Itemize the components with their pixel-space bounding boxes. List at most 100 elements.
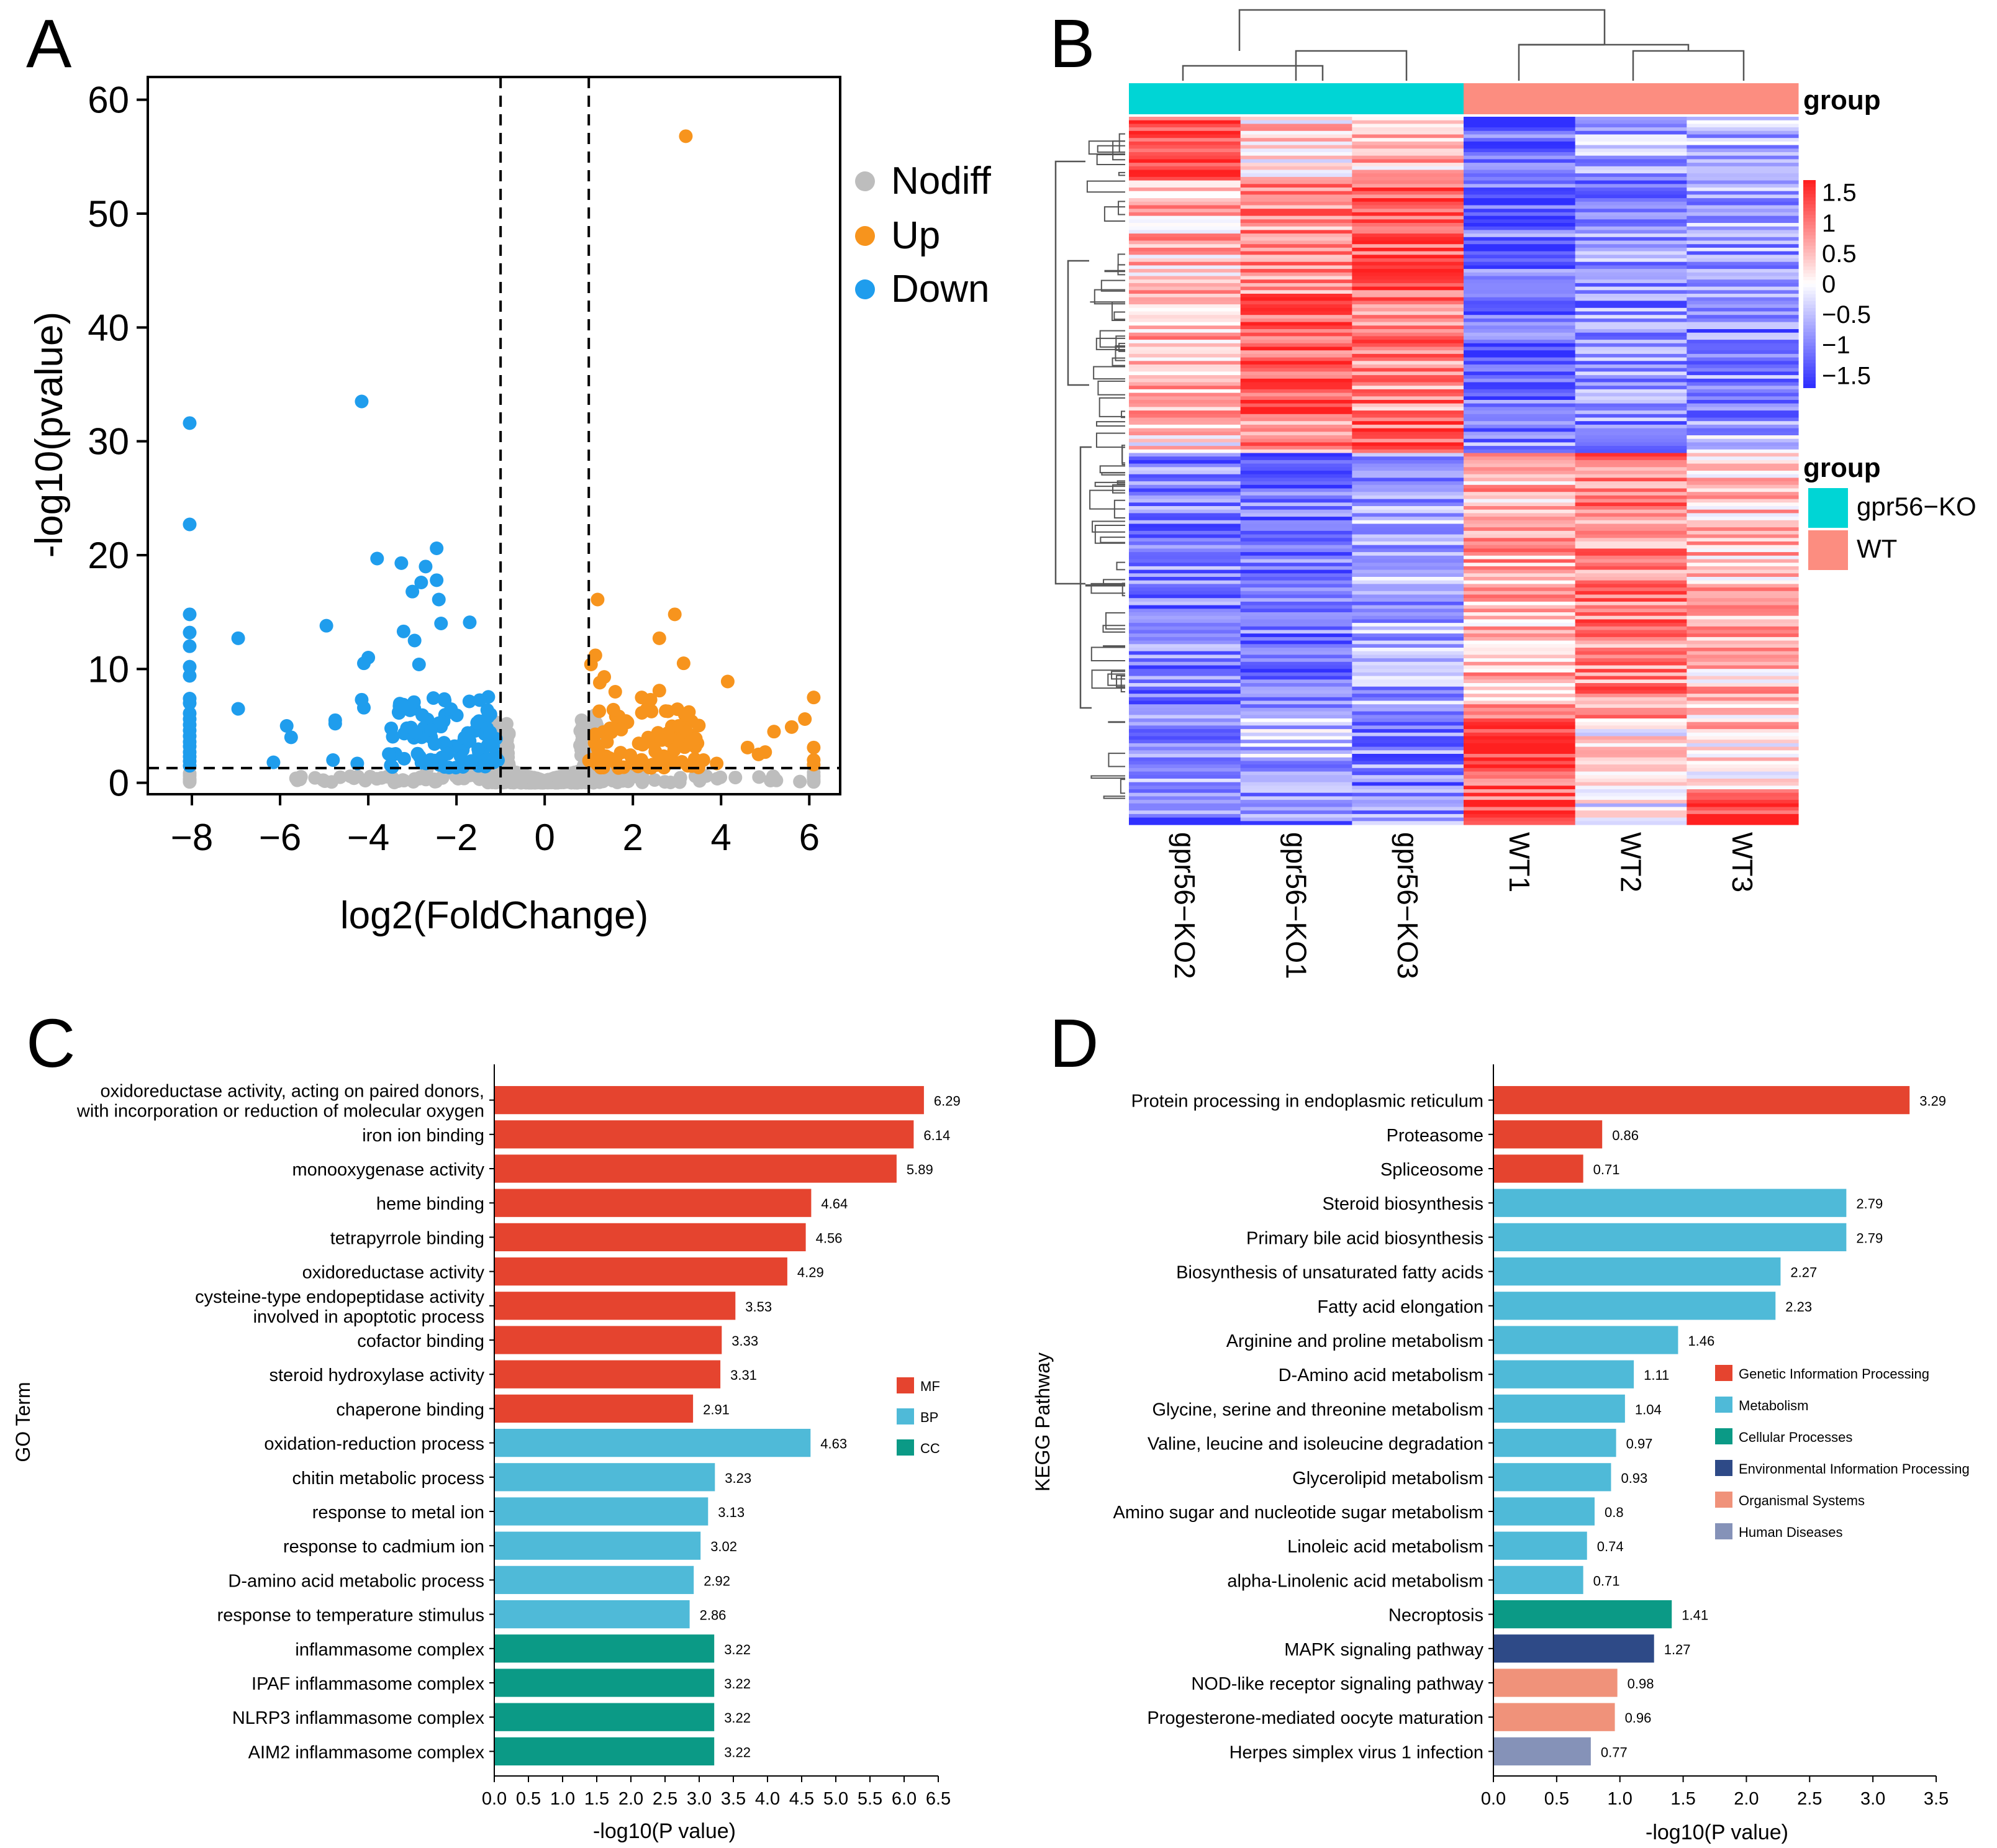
- heatmap-cell: [1129, 209, 1241, 213]
- heatmap-cell: [1240, 194, 1352, 199]
- heatmap-cell: [1464, 778, 1576, 783]
- heatmap-cell: [1240, 609, 1352, 613]
- heatmap-cell: [1129, 559, 1241, 563]
- heatmap-cell: [1240, 541, 1352, 546]
- row-dendrogram-branch: [1121, 582, 1125, 597]
- heatmap-cell: [1129, 478, 1241, 482]
- heatmap-cell: [1129, 789, 1241, 794]
- panel-letter-c: C: [26, 1005, 75, 1082]
- heatmap-cell: [1352, 130, 1464, 135]
- heatmap-cell: [1575, 715, 1687, 719]
- heatmap-cell: [1129, 545, 1241, 549]
- heatmap-cell: [1352, 803, 1464, 808]
- heatmap-cell: [1129, 707, 1241, 712]
- heatmap-cell: [1240, 336, 1352, 340]
- heatmap-cell: [1240, 633, 1352, 638]
- heatmap-cell: [1464, 591, 1576, 596]
- group-legend-ko-label: gpr56−KO: [1857, 492, 1977, 521]
- heatmap-cell: [1129, 584, 1241, 588]
- kegg-bar-value: 1.11: [1644, 1367, 1669, 1383]
- heatmap-cell: [1352, 704, 1464, 709]
- heatmap-cell: [1352, 365, 1464, 369]
- heatmap-cell: [1464, 729, 1576, 733]
- heatmap-cell: [1240, 184, 1352, 188]
- heatmap-cell: [1464, 768, 1576, 772]
- heatmap-cell: [1129, 619, 1241, 623]
- heatmap-cell: [1352, 615, 1464, 620]
- heatmap-cell: [1129, 318, 1241, 323]
- heatmap-cell: [1352, 694, 1464, 698]
- kegg-legend-swatch: [1715, 1492, 1732, 1508]
- heatmap-cell: [1352, 307, 1464, 312]
- heatmap-cell: [1240, 569, 1352, 574]
- heatmap-cell: [1129, 240, 1241, 245]
- heatmap-cell: [1464, 810, 1576, 815]
- heatmap-cell: [1352, 286, 1464, 291]
- volcano-point-down: [382, 747, 396, 761]
- heatmap-cell: [1129, 520, 1241, 525]
- heatmap-cell: [1240, 396, 1352, 401]
- heatmap-cell: [1464, 686, 1576, 691]
- heatmap-cell: [1687, 410, 1799, 415]
- heatmap-cell: [1575, 141, 1687, 146]
- heatmap-cell: [1240, 704, 1352, 709]
- heatmap-cell: [1575, 623, 1687, 627]
- color-scale-segment: [1803, 207, 1816, 212]
- heatmap-cell: [1575, 584, 1687, 588]
- heatmap-cell: [1464, 340, 1576, 344]
- heatmap-cell: [1129, 591, 1241, 596]
- heatmap-cell: [1575, 782, 1687, 786]
- heatmap-cell: [1687, 750, 1799, 754]
- heatmap-cell: [1687, 145, 1799, 149]
- heatmap-cell: [1129, 340, 1241, 344]
- heatmap-cell: [1240, 141, 1352, 146]
- heatmap-cell: [1352, 322, 1464, 326]
- heatmap-cell: [1129, 594, 1241, 599]
- heatmap-cell: [1464, 286, 1576, 291]
- volcano-point-down: [463, 734, 477, 748]
- heatmap-cell: [1575, 757, 1687, 761]
- heatmap-cell: [1129, 761, 1241, 765]
- kegg-bar-value: 2.23: [1785, 1299, 1812, 1315]
- volcano-point-up: [807, 691, 821, 705]
- heatmap-cell: [1687, 375, 1799, 379]
- heatmap-cell: [1129, 145, 1241, 149]
- heatmap-cell: [1464, 786, 1576, 790]
- heatmap-cell: [1575, 746, 1687, 751]
- heatmap-cell: [1575, 286, 1687, 291]
- heatmap-cell: [1352, 435, 1464, 440]
- heatmap-cell: [1352, 272, 1464, 277]
- heatmap-cell: [1240, 361, 1352, 365]
- heatmap-cell: [1575, 346, 1687, 351]
- heatmap-cell: [1464, 400, 1576, 404]
- kegg-category-label: MAPK signaling pathway: [1284, 1640, 1483, 1660]
- volcano-point-up: [807, 758, 821, 772]
- heatmap-cell: [1352, 276, 1464, 280]
- heatmap-cell: [1352, 361, 1464, 365]
- legend-up-label: Up: [891, 214, 940, 257]
- heatmap-cell: [1575, 740, 1687, 744]
- heatmap-cell: [1129, 205, 1241, 209]
- heatmap-cell: [1240, 375, 1352, 379]
- heatmap-cell: [1129, 315, 1241, 319]
- heatmap-cell: [1687, 821, 1799, 825]
- heatmap-cell: [1464, 148, 1576, 153]
- heatmap-cell: [1129, 541, 1241, 546]
- heatmap-cell: [1687, 166, 1799, 171]
- heatmap-cell: [1575, 194, 1687, 199]
- heatmap-cell: [1352, 612, 1464, 617]
- heatmap-cell: [1240, 294, 1352, 298]
- go-category-label: iron ion binding: [362, 1126, 484, 1146]
- heatmap-cell: [1129, 353, 1241, 358]
- kegg-bar-value: 0.71: [1593, 1162, 1620, 1177]
- heatmap-cell: [1352, 325, 1464, 330]
- volcano-point-nodiff: [710, 771, 725, 786]
- heatmap-cell: [1575, 350, 1687, 355]
- heatmap-cell: [1464, 315, 1576, 319]
- heatmap-cell: [1129, 417, 1241, 422]
- group-legend-title: group: [1803, 453, 1881, 483]
- go-bar: [494, 1085, 924, 1115]
- volcano-y-label: -log10(pvalue): [28, 312, 71, 558]
- heatmap-cell: [1687, 792, 1799, 797]
- heatmap-cell: [1464, 212, 1576, 217]
